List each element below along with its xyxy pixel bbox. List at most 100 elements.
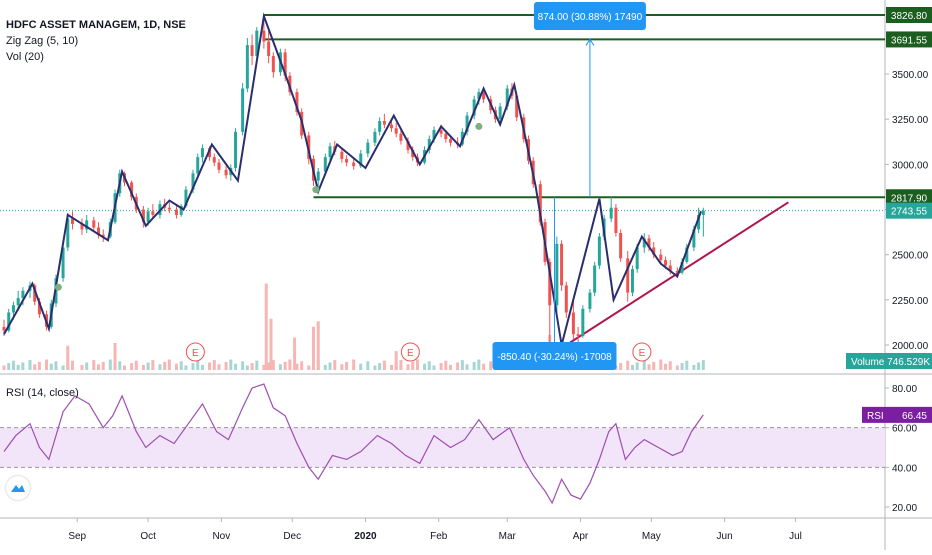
volume-badge[interactable]	[846, 353, 932, 369]
candle[interactable]	[11, 305, 15, 313]
rsi-line[interactable]	[3, 383, 704, 505]
candle[interactable]	[394, 128, 398, 134]
price-pane[interactable]	[0, 0, 885, 370]
candle[interactable]	[680, 261, 684, 273]
candle[interactable]	[427, 139, 431, 150]
candle[interactable]	[130, 182, 134, 197]
candle[interactable]	[262, 30, 266, 42]
zigzag-line[interactable]	[3, 12, 702, 346]
candle[interactable]	[234, 131, 238, 168]
candle[interactable]	[406, 140, 410, 150]
candle[interactable]	[66, 218, 70, 248]
rsi-legend[interactable]: RSI (14, close)	[6, 387, 79, 399]
candle[interactable]	[33, 285, 37, 302]
candle[interactable]	[482, 92, 486, 100]
candle[interactable]	[465, 115, 469, 132]
candle[interactable]	[642, 238, 646, 248]
candle[interactable]	[7, 312, 11, 331]
candle[interactable]	[652, 247, 656, 255]
price-label-badge[interactable]	[886, 202, 932, 219]
candle[interactable]	[97, 227, 101, 235]
candle[interactable]	[477, 92, 481, 100]
candle[interactable]	[411, 149, 415, 158]
candle[interactable]	[323, 157, 327, 172]
candle[interactable]	[619, 233, 623, 259]
price-label-badge[interactable]	[886, 31, 932, 48]
candle[interactable]	[200, 148, 204, 158]
candle[interactable]	[538, 184, 542, 223]
earnings-icon[interactable]	[632, 342, 652, 362]
candle[interactable]	[626, 258, 630, 293]
candle[interactable]	[85, 220, 89, 230]
candle[interactable]	[635, 247, 639, 270]
price-label-badge[interactable]	[886, 7, 932, 23]
candle[interactable]	[208, 148, 212, 158]
candle[interactable]	[92, 220, 96, 228]
candle[interactable]	[179, 205, 183, 215]
candle[interactable]	[224, 169, 228, 176]
candle[interactable]	[697, 214, 701, 230]
candle[interactable]	[352, 162, 356, 167]
candle[interactable]	[498, 106, 502, 120]
candle[interactable]	[250, 45, 254, 56]
candle[interactable]	[288, 75, 292, 93]
candle[interactable]	[472, 99, 476, 116]
candle[interactable]	[675, 270, 679, 273]
candle[interactable]	[692, 229, 696, 248]
zigzag-legend[interactable]: Zig Zag (5, 10)	[6, 35, 79, 47]
candle[interactable]	[659, 254, 663, 261]
candle[interactable]	[71, 218, 75, 224]
candle[interactable]	[61, 247, 65, 279]
candle[interactable]	[373, 131, 377, 143]
candle[interactable]	[328, 146, 332, 158]
candle[interactable]	[151, 211, 155, 215]
candle[interactable]	[255, 30, 259, 56]
candle[interactable]	[245, 45, 249, 89]
candle[interactable]	[515, 95, 519, 118]
candle[interactable]	[505, 88, 509, 107]
candle[interactable]	[378, 121, 382, 132]
candle[interactable]	[685, 247, 689, 262]
candle[interactable]	[439, 130, 443, 134]
candle[interactable]	[382, 121, 386, 125]
candle[interactable]	[212, 157, 216, 163]
candle[interactable]	[167, 207, 171, 210]
rsi-badge[interactable]	[862, 406, 932, 423]
candle[interactable]	[449, 139, 453, 143]
candle[interactable]	[359, 153, 363, 167]
candle[interactable]	[80, 223, 84, 230]
candle[interactable]	[664, 260, 668, 266]
symbol-title[interactable]: HDFC ASSET MANAGEM, 1D, NSE	[6, 19, 186, 31]
candle[interactable]	[399, 133, 403, 141]
candle[interactable]	[267, 41, 271, 56]
earnings-icon[interactable]	[400, 342, 420, 362]
price-label-badge[interactable]	[886, 189, 932, 206]
candle[interactable]	[271, 55, 275, 73]
volume-legend[interactable]: Vol (20)	[6, 51, 44, 63]
candle[interactable]	[241, 88, 245, 132]
candle[interactable]	[283, 52, 287, 76]
candle[interactable]	[316, 171, 320, 181]
candle[interactable]	[37, 301, 41, 315]
candle[interactable]	[647, 238, 651, 248]
candle[interactable]	[196, 157, 200, 174]
candle[interactable]	[340, 151, 344, 159]
candle[interactable]	[366, 142, 370, 154]
candle[interactable]	[141, 209, 145, 223]
earnings-icon[interactable]	[185, 342, 205, 362]
candle[interactable]	[581, 308, 585, 336]
candle[interactable]	[21, 290, 25, 299]
candle[interactable]	[174, 209, 178, 215]
candle[interactable]	[184, 189, 188, 206]
candle[interactable]	[701, 210, 705, 215]
measure-box-upper[interactable]	[533, 2, 646, 30]
candle[interactable]	[560, 243, 564, 286]
candle[interactable]	[609, 207, 613, 219]
candle[interactable]	[576, 334, 580, 336]
candle[interactable]	[444, 133, 448, 140]
candle[interactable]	[389, 124, 393, 129]
candle[interactable]	[101, 234, 105, 237]
candle[interactable]	[295, 92, 299, 112]
